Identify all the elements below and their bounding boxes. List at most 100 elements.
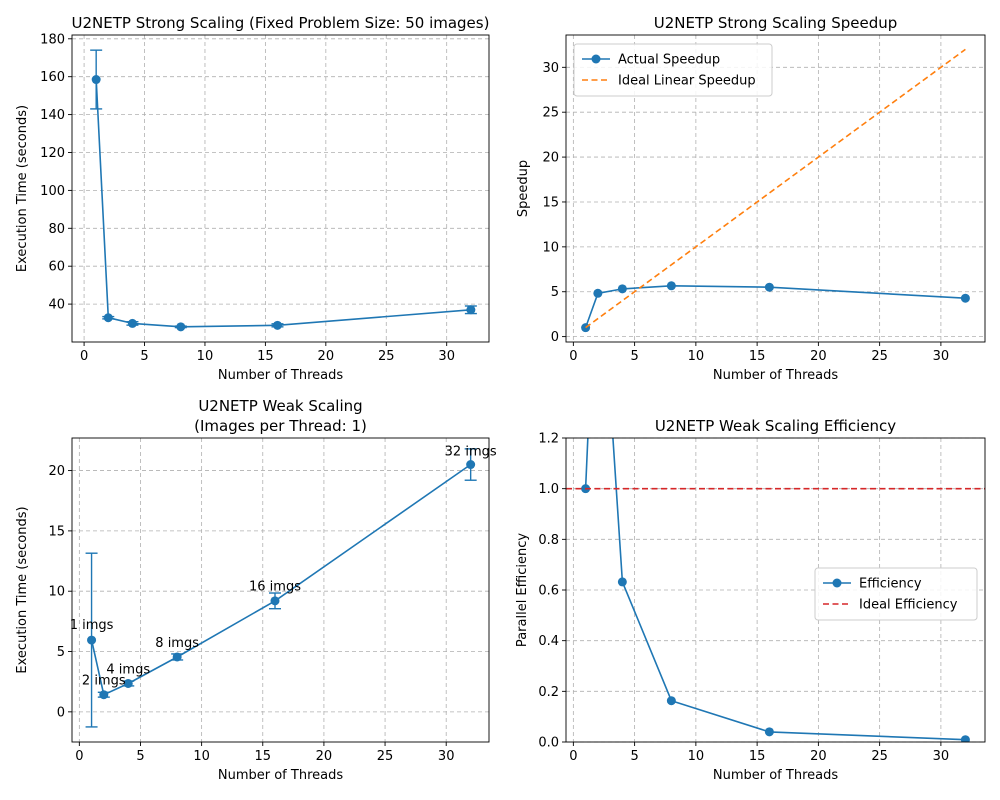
legend-label: Actual Speedup	[618, 53, 720, 68]
data-point	[123, 678, 133, 688]
axes-frame	[565, 34, 986, 343]
plot-area	[85, 448, 477, 728]
axes-frame	[71, 437, 490, 743]
chart-title: U2NETP Strong Scaling (Fixed Problem Siz…	[72, 14, 490, 32]
y-tick-label: 80	[48, 222, 65, 237]
x-tick-label: 10	[688, 749, 705, 764]
y-tick-label: 140	[40, 108, 65, 123]
series-line	[584, 438, 966, 741]
legend-box	[814, 567, 978, 621]
chart-title: U2NETP Weak Scaling	[198, 397, 362, 415]
data-point	[617, 284, 627, 294]
x-tick-label: 20	[316, 749, 333, 764]
x-tick-label: 0	[569, 749, 577, 764]
y-axis-label: Execution Time (seconds)	[15, 105, 30, 272]
y-tick-label: 180	[40, 32, 65, 47]
legend-label: Efficiency	[859, 577, 922, 592]
data-point	[466, 460, 476, 470]
data-point	[593, 206, 602, 215]
x-tick-label: 0	[569, 349, 577, 364]
x-tick-label: 20	[318, 349, 335, 364]
x-tick-label: 15	[254, 749, 271, 764]
x-axis-label: Number of Threads	[713, 768, 838, 783]
data-point	[172, 652, 182, 662]
y-tick-label: 0.4	[538, 634, 559, 649]
legend: Efficiency Ideal Efficiency	[814, 567, 978, 621]
point-annotation: 32 imgs	[445, 444, 497, 459]
legend: Actual Speedup Ideal Linear Speedup	[573, 43, 773, 97]
y-tick-label: 0.0	[538, 736, 559, 751]
series-line	[95, 79, 471, 328]
x-tick-label: 20	[810, 749, 827, 764]
x-tick-label: 0	[75, 749, 83, 764]
point-annotation: 4 imgs	[106, 663, 150, 678]
x-tick-label: 25	[871, 749, 888, 764]
data-point	[960, 735, 970, 742]
y-tick-label: 10	[542, 240, 559, 255]
x-tick-label: 25	[378, 349, 395, 364]
x-tick-label: 25	[377, 749, 394, 764]
x-tick-label: 15	[749, 349, 766, 364]
y-tick-label: 20	[542, 151, 559, 166]
x-tick-label: 25	[871, 349, 888, 364]
y-tick-label: 30	[542, 61, 559, 76]
y-tick-label: 0	[551, 330, 559, 345]
x-tick-label: 10	[688, 349, 705, 364]
series-line	[585, 48, 966, 329]
legend-label: Ideal Linear Speedup	[618, 74, 756, 89]
x-tick-label: 15	[749, 749, 766, 764]
point-annotation: 8 imgs	[155, 636, 199, 651]
data-point	[272, 320, 282, 330]
y-tick-label: 1.2	[538, 432, 559, 447]
data-point	[466, 305, 476, 315]
y-tick-label: 160	[40, 70, 65, 85]
plot-area	[581, 48, 970, 333]
data-point	[176, 322, 186, 332]
legend-marker	[832, 578, 842, 588]
point-annotation: 16 imgs	[249, 579, 301, 594]
y-tick-label: 120	[40, 146, 65, 161]
y-tick-label: 1.0	[538, 482, 559, 497]
series-line	[584, 284, 966, 328]
data-point	[617, 577, 627, 587]
y-tick-label: 0.8	[538, 533, 559, 548]
y-tick-label: 5	[551, 285, 559, 300]
y-tick-label: 15	[48, 524, 65, 539]
y-axis-label: Parallel Efficiency	[515, 533, 530, 647]
y-tick-label: 5	[57, 645, 65, 660]
y-tick-label: 15	[542, 195, 559, 210]
x-tick-label: 30	[933, 349, 950, 364]
data-point	[593, 288, 603, 298]
y-tick-label: 0.6	[538, 584, 559, 599]
data-point	[960, 293, 970, 303]
chart-subtitle: (Images per Thread: 1)	[194, 417, 367, 435]
x-tick-label: 5	[630, 749, 638, 764]
y-tick-label: 100	[40, 184, 65, 199]
x-tick-label: 5	[140, 349, 148, 364]
x-axis-label: Number of Threads	[713, 368, 838, 383]
plot-area	[566, 206, 985, 742]
legend-label: Ideal Efficiency	[859, 598, 958, 613]
x-tick-label: 20	[810, 349, 827, 364]
data-point	[91, 75, 101, 85]
data-point	[87, 635, 97, 645]
legend-box	[573, 43, 773, 97]
data-point	[127, 318, 137, 328]
x-tick-label: 10	[197, 349, 214, 364]
strong-scaling-panel: 0 5 10 15 20 25 30 40 60 80 100 120 140 160 180 U2NETP …	[15, 14, 489, 383]
point-annotation: 1 imgs	[70, 618, 114, 633]
y-axis-label: Execution Time (seconds)	[15, 506, 30, 673]
y-tick-label: 10	[48, 585, 65, 600]
data-point	[270, 596, 280, 606]
x-axis-label: Number of Threads	[218, 368, 343, 383]
data-point	[103, 313, 113, 323]
axes-frame	[71, 34, 490, 343]
x-tick-label: 30	[438, 749, 455, 764]
point-annotation: 2 imgs	[82, 673, 126, 688]
x-tick-label: 0	[80, 349, 88, 364]
x-tick-label: 30	[933, 749, 950, 764]
axes-frame	[565, 437, 986, 743]
x-tick-label: 10	[193, 749, 210, 764]
y-tick-label: 0	[57, 705, 65, 720]
